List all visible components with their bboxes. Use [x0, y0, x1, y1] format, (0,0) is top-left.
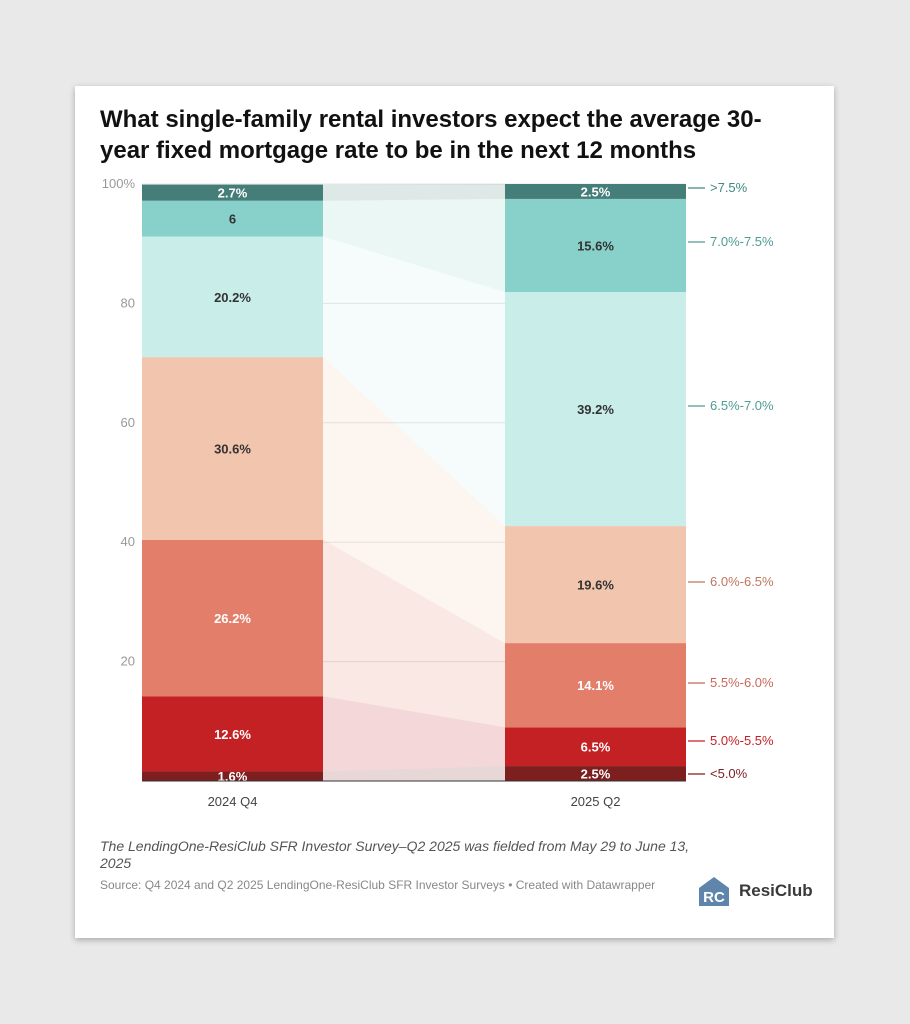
y-tick-label: 100% [102, 176, 136, 191]
x-tick-label: 2025 Q2 [571, 794, 621, 809]
data-label: 20.2% [214, 290, 251, 305]
legend-label-5-5-6-0: 5.5%-6.0% [710, 675, 774, 690]
resiclub-logo-icon: RC [697, 874, 731, 908]
bar-2025-q2-6-5-7-0 [505, 292, 686, 527]
bar-2024-q4-5-0-5-5 [142, 696, 323, 772]
legend-label-5-0-5-5: 5.0%-5.5% [710, 733, 774, 748]
data-label: 12.6% [214, 727, 251, 742]
bar-2025-q2-7-5 [505, 184, 686, 199]
connector-5-0-5-5 [323, 696, 505, 772]
svg-text:RC: RC [703, 889, 725, 906]
bar-2024-q4-6-5-7-0 [142, 236, 323, 358]
bar-2024-q4-7-0-7-5 [142, 200, 323, 237]
data-label: 15.6% [577, 238, 614, 253]
bar-2024-q4-6-0-6-5 [142, 357, 323, 540]
y-tick-label: 60 [121, 415, 135, 430]
connector-6-5-7-0 [323, 236, 505, 527]
bar-2024-q4-5-0 [142, 771, 323, 781]
legend-label-5-0: <5.0% [710, 766, 748, 781]
bar-2024-q4-7-5 [142, 184, 323, 201]
bar-2024-q4-5-5-6-0 [142, 539, 323, 697]
chart-card: What single-family rental investors expe… [75, 86, 834, 938]
data-label: 2.5% [581, 184, 611, 199]
connector-7-0-7-5 [323, 198, 505, 293]
data-label: 2.5% [581, 767, 611, 782]
connector-7-5 [323, 184, 505, 201]
y-tick-label: 40 [121, 534, 135, 549]
data-label: 6.5% [581, 740, 611, 755]
chart-title: What single-family rental investors expe… [100, 106, 762, 164]
legend-label-7-5: >7.5% [710, 180, 748, 195]
resiclub-logo-text: ResiClub [739, 881, 813, 900]
data-label: 14.1% [577, 678, 614, 693]
legend-label-6-5-7-0: 6.5%-7.0% [710, 398, 774, 413]
data-label: 19.6% [577, 578, 614, 593]
y-tick-label: 20 [121, 654, 135, 669]
data-label: 30.6% [214, 441, 251, 456]
data-label: 2.7% [218, 186, 248, 201]
y-tick-label: 80 [121, 295, 135, 310]
bar-2025-q2-5-0-5-5 [505, 727, 686, 767]
connector-5-5-6-0 [323, 539, 505, 728]
data-label: 1.6% [218, 769, 248, 784]
bar-2025-q2-7-0-7-5 [505, 198, 686, 293]
legend-label-6-0-6-5: 6.0%-6.5% [710, 574, 774, 589]
stacked-bar-chart: 20 40 60 80 100% 1.6% 2.5% 12.6% 6.5% 26.2% 14.1% 3… [102, 176, 774, 809]
connector-6-0-6-5 [323, 357, 505, 644]
bar-2025-q2-5-0 [505, 766, 686, 781]
source-line: Source: Q4 2024 and Q2 2025 LendingOne-R… [100, 878, 656, 892]
x-tick-label: 2024 Q4 [208, 794, 258, 809]
bar-2025-q2-6-0-6-5 [505, 526, 686, 644]
data-label: 6 [229, 212, 236, 227]
legend-label-7-0-7-5: 7.0%-7.5% [710, 234, 774, 249]
resiclub-logo: RC ResiClub [697, 873, 813, 909]
data-label: 26.2% [214, 611, 251, 626]
data-label: 39.2% [577, 402, 614, 417]
connector-5-0 [323, 766, 505, 781]
survey-note: The LendingOne-ResiClub SFR Investor Sur… [100, 838, 690, 871]
bar-2025-q2-5-5-6-0 [505, 643, 686, 728]
